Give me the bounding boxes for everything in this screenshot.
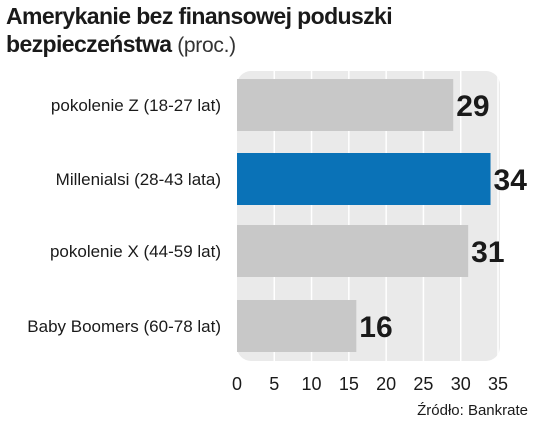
x-axis-ticks: 0 5 10 15 20 25 30 35 — [232, 374, 508, 394]
value-label: 29 — [456, 90, 489, 123]
bar — [237, 300, 357, 352]
bar — [237, 79, 454, 131]
bar — [237, 153, 491, 205]
chart-title-line-2: bezpieczeństwa (proc.) — [6, 30, 531, 60]
x-tick-label: 5 — [269, 374, 279, 394]
x-tick-label: 0 — [232, 374, 242, 394]
bars — [237, 79, 491, 352]
x-tick-label: 10 — [302, 374, 322, 394]
value-label: 31 — [471, 236, 504, 269]
value-label: 34 — [494, 164, 528, 197]
category-label: pokolenie Z (18-27 lat) — [51, 96, 221, 115]
chart-title: Amerykanie bez finansowej poduszki bezpi… — [6, 2, 531, 60]
bar — [237, 225, 469, 277]
category-label: pokolenie X (44-59 lat) — [50, 242, 221, 261]
category-label: Baby Boomers (60-78 lat) — [27, 317, 221, 336]
plot-panel — [237, 71, 500, 361]
source-note: Źródło: Bankrate — [417, 402, 528, 419]
value-label: 16 — [359, 311, 392, 344]
x-tick-label: 35 — [488, 374, 508, 394]
category-label: Millenialsi (28-43 lata) — [56, 170, 221, 189]
x-tick-label: 15 — [339, 374, 359, 394]
category-labels: pokolenie Z (18-27 lat) Millenialsi (28-4… — [27, 96, 221, 336]
x-tick-label: 20 — [376, 374, 396, 394]
x-tick-label: 30 — [451, 374, 471, 394]
x-tick-label: 25 — [413, 374, 433, 394]
chart-title-line-1: Amerykanie bez finansowej poduszki — [6, 3, 393, 29]
chart-unit-label: (proc.) — [177, 34, 236, 57]
chart-title-line-2-text: bezpieczeństwa — [6, 31, 172, 57]
value-labels: 29 34 31 16 — [359, 90, 527, 344]
